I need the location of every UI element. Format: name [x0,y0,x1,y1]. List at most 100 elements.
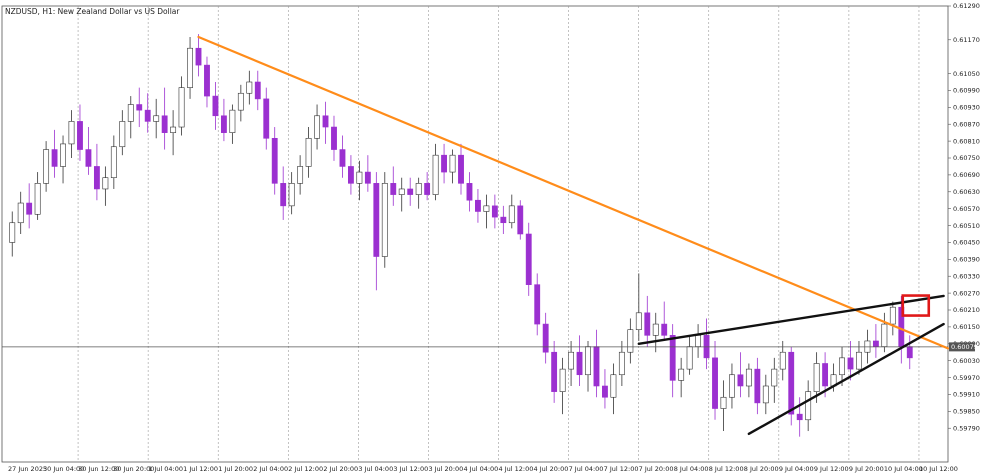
x-tick-label: 9 Jul 12:00 [814,465,849,473]
x-tick-label: 7 Jul 04:00 [569,465,604,473]
candle [610,363,617,415]
candle [602,369,608,409]
candle [627,318,634,364]
y-tick-label: 0.61170 [953,36,980,44]
candle-body [77,121,83,150]
candle [144,93,151,133]
candle [85,127,92,175]
candle-body [237,92,244,111]
candle [525,222,532,296]
candle-body [483,205,490,212]
candle [618,340,625,386]
candle-body [85,149,92,167]
candle-body [822,363,829,387]
x-tick-label: 7 Jul 12:00 [604,465,639,473]
grid-layer [1,5,949,463]
x-tick-label: 9 Jul 04:00 [779,465,814,473]
x-tick-label: 30 Jun 04:00 [43,465,84,473]
candle-body [788,351,795,415]
candle [161,87,168,150]
candle [712,340,718,420]
candle [381,172,388,268]
x-tick-label: 1 Jul 20:00 [218,465,253,473]
candle-body [618,351,625,376]
candle [314,104,320,150]
candle [68,110,75,158]
orange-trendline [197,35,950,350]
candle-body [398,188,405,195]
x-tick-label: 8 Jul 04:00 [674,465,709,473]
candle-body [593,346,600,387]
candle [153,98,160,139]
candle-body [144,109,151,122]
candle [305,127,312,178]
candle-body [60,143,66,167]
candle [847,340,854,381]
candle [500,205,507,234]
y-tick-label: 0.59850 [953,408,980,416]
candle [331,115,337,161]
y-tick-label: 0.60210 [953,306,980,314]
y-tick-label: 0.60750 [953,154,980,162]
candle-body [568,351,574,370]
y-tick-label: 0.61050 [953,70,980,78]
candle-body [381,183,388,257]
candle [551,340,558,403]
candle-body [331,126,337,150]
y-tick-label: 0.60450 [953,239,980,247]
candle-body [635,312,642,331]
candle-body [449,154,456,173]
candle-body [754,368,761,404]
candle [43,141,50,192]
candle-body [212,95,219,117]
candle-body [68,121,75,145]
candle [424,172,431,201]
candle [458,143,464,195]
candle [872,324,879,358]
candle [373,172,380,291]
candle [17,191,24,234]
candle-body [729,374,735,398]
candle-body [348,166,354,184]
candle [475,188,481,223]
chart-title: NZDUSD, H1: New Zealand Dollar vs US Dol… [5,7,180,16]
candle-body [17,202,24,224]
candle [339,135,346,178]
candle-body [34,183,41,215]
x-tick-label: 1 Jul 04:00 [148,465,183,473]
candle [390,166,397,206]
candle [441,143,447,184]
candle [170,110,177,156]
candle-body [872,340,879,347]
candle-body [441,154,447,173]
y-tick-label: 0.60690 [953,171,980,179]
candle [34,172,41,220]
candle [729,363,735,409]
candle [568,340,574,386]
candle [348,155,354,195]
candle-body [856,351,862,370]
current-price-label: 0.60079 [951,343,978,351]
candle [77,104,83,161]
candle [398,177,405,212]
candle [246,70,253,105]
candle-body [475,199,481,212]
candle-body [161,115,168,133]
candle [127,96,134,139]
candle [542,312,549,364]
candle-body [356,171,363,184]
candle-body [220,115,227,133]
candle-body [119,121,126,148]
y-tick-label: 0.60510 [953,222,980,230]
candle-body [93,166,100,190]
candle-body [881,323,888,347]
candle [322,101,329,144]
candle [720,380,727,432]
candle-body [771,368,778,387]
candle-body [737,374,744,387]
candle-body [610,374,617,398]
candle-body [458,154,464,184]
candle-body [127,104,134,122]
